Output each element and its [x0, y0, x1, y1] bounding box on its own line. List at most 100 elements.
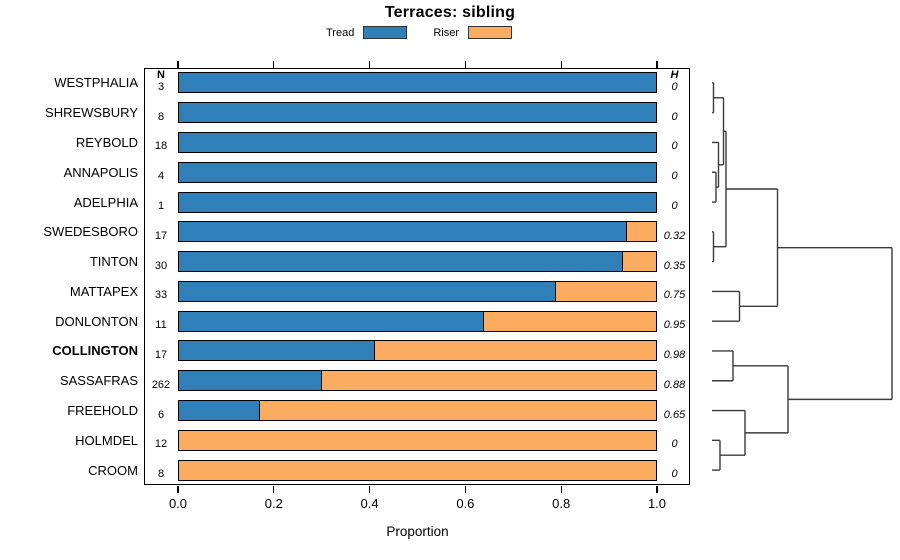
h-value: 0.65	[663, 408, 686, 421]
tread-segment	[179, 341, 375, 361]
n-value: 1	[157, 200, 165, 213]
riser-segment	[179, 430, 656, 450]
tread-segment	[179, 252, 623, 272]
tread-segment	[179, 103, 656, 123]
n-value: 17	[154, 348, 168, 361]
n-value: 30	[154, 259, 168, 272]
x-tick-top	[560, 61, 562, 68]
n-value: 8	[157, 468, 165, 481]
h-value: 0	[671, 438, 678, 451]
row-label: HOLMDEL	[75, 432, 138, 448]
row-label: WESTPHALIA	[54, 75, 138, 91]
legend: Tread Riser	[0, 26, 838, 39]
row-label: CROOM	[88, 462, 138, 478]
h-value: 0.75	[663, 289, 686, 302]
n-value: 3	[157, 80, 165, 93]
tread-segment	[179, 281, 556, 301]
legend-item-riser: Riser	[433, 26, 512, 39]
h-column-header: H	[670, 69, 679, 81]
legend-label-riser: Riser	[433, 26, 459, 39]
h-value: 0.32	[663, 229, 686, 242]
row-label: SASSAFRAS	[59, 373, 138, 389]
x-tick-top	[656, 61, 658, 68]
row-label: SHREWSBURY	[45, 105, 138, 121]
x-tick-label: 0.6	[456, 496, 475, 511]
x-tick-bottom	[464, 485, 467, 493]
riser-segment	[179, 460, 656, 480]
x-tick-top	[368, 61, 371, 68]
x-tick-top	[273, 61, 275, 68]
stacked-bar	[178, 221, 657, 243]
legend-label-tread: Tread	[326, 26, 355, 39]
stacked-bar	[178, 131, 657, 153]
x-tick-bottom	[560, 485, 562, 493]
riser-segment	[374, 341, 656, 361]
row-label: SWEDESBORO	[43, 224, 138, 240]
x-tick-bottom	[368, 485, 371, 493]
h-value: 0	[671, 140, 678, 153]
h-value: 0	[671, 110, 678, 123]
tread-segment	[179, 222, 628, 242]
n-value: 4	[157, 170, 165, 183]
riser-segment	[555, 281, 656, 301]
x-tick-bottom	[177, 485, 179, 493]
row-label: TINTON	[89, 254, 138, 270]
riser-segment	[322, 371, 656, 391]
tread-segment	[179, 311, 485, 331]
tread-segment	[179, 371, 323, 391]
n-value: 6	[157, 408, 165, 421]
tread-segment	[179, 401, 261, 421]
h-value: 0	[671, 200, 678, 213]
x-tick-bottom	[656, 485, 658, 493]
plot-frame	[144, 68, 690, 485]
legend-swatch-riser	[468, 26, 512, 39]
row-label: ADELPHIA	[73, 194, 138, 210]
riser-segment	[622, 252, 656, 272]
stacked-bar	[178, 102, 657, 124]
stacked-bar	[178, 161, 657, 183]
stacked-bar	[178, 459, 657, 481]
legend-item-tread: Tread	[326, 26, 408, 39]
h-value: 0	[671, 80, 678, 93]
tread-segment	[179, 132, 656, 152]
h-value: 0.88	[663, 378, 686, 391]
stacked-bar	[178, 429, 657, 451]
row-label: COLLINGTON	[52, 343, 138, 359]
h-value: 0.35	[663, 259, 686, 272]
n-value: 33	[154, 289, 168, 302]
riser-segment	[627, 222, 656, 242]
n-column-header: N	[157, 69, 165, 81]
tread-segment	[179, 192, 656, 212]
riser-segment	[260, 401, 656, 421]
row-label: DONLONTON	[55, 313, 138, 329]
stacked-bar	[178, 340, 657, 362]
tread-segment	[179, 73, 656, 93]
x-axis-title: Proportion	[386, 524, 449, 539]
row-label: REYBOLD	[75, 134, 138, 150]
x-tick-label: 0.8	[552, 496, 571, 511]
x-tick-label: 1.0	[647, 496, 667, 511]
tread-segment	[179, 162, 656, 182]
stacked-bar	[178, 400, 657, 422]
riser-segment	[484, 311, 656, 331]
x-tick-top	[464, 61, 467, 68]
x-tick-label: 0.0	[168, 496, 188, 511]
stacked-bar	[178, 370, 657, 392]
x-tick-bottom	[273, 485, 275, 493]
stacked-bar	[178, 251, 657, 273]
n-value: 18	[154, 140, 168, 153]
h-value: 0.98	[663, 348, 686, 361]
n-value: 262	[151, 378, 171, 391]
h-value: 0	[671, 170, 678, 183]
h-value: 0	[671, 468, 678, 481]
row-label: ANNAPOLIS	[63, 164, 138, 180]
n-value: 17	[154, 229, 168, 242]
legend-swatch-tread	[363, 26, 408, 39]
stacked-bar	[178, 280, 657, 302]
row-label: MATTAPEX	[69, 283, 138, 299]
stacked-bar	[178, 191, 657, 213]
x-tick-label: 0.4	[360, 496, 379, 511]
h-value: 0.95	[663, 319, 686, 332]
chart-title: Terraces: sibling	[384, 4, 516, 21]
